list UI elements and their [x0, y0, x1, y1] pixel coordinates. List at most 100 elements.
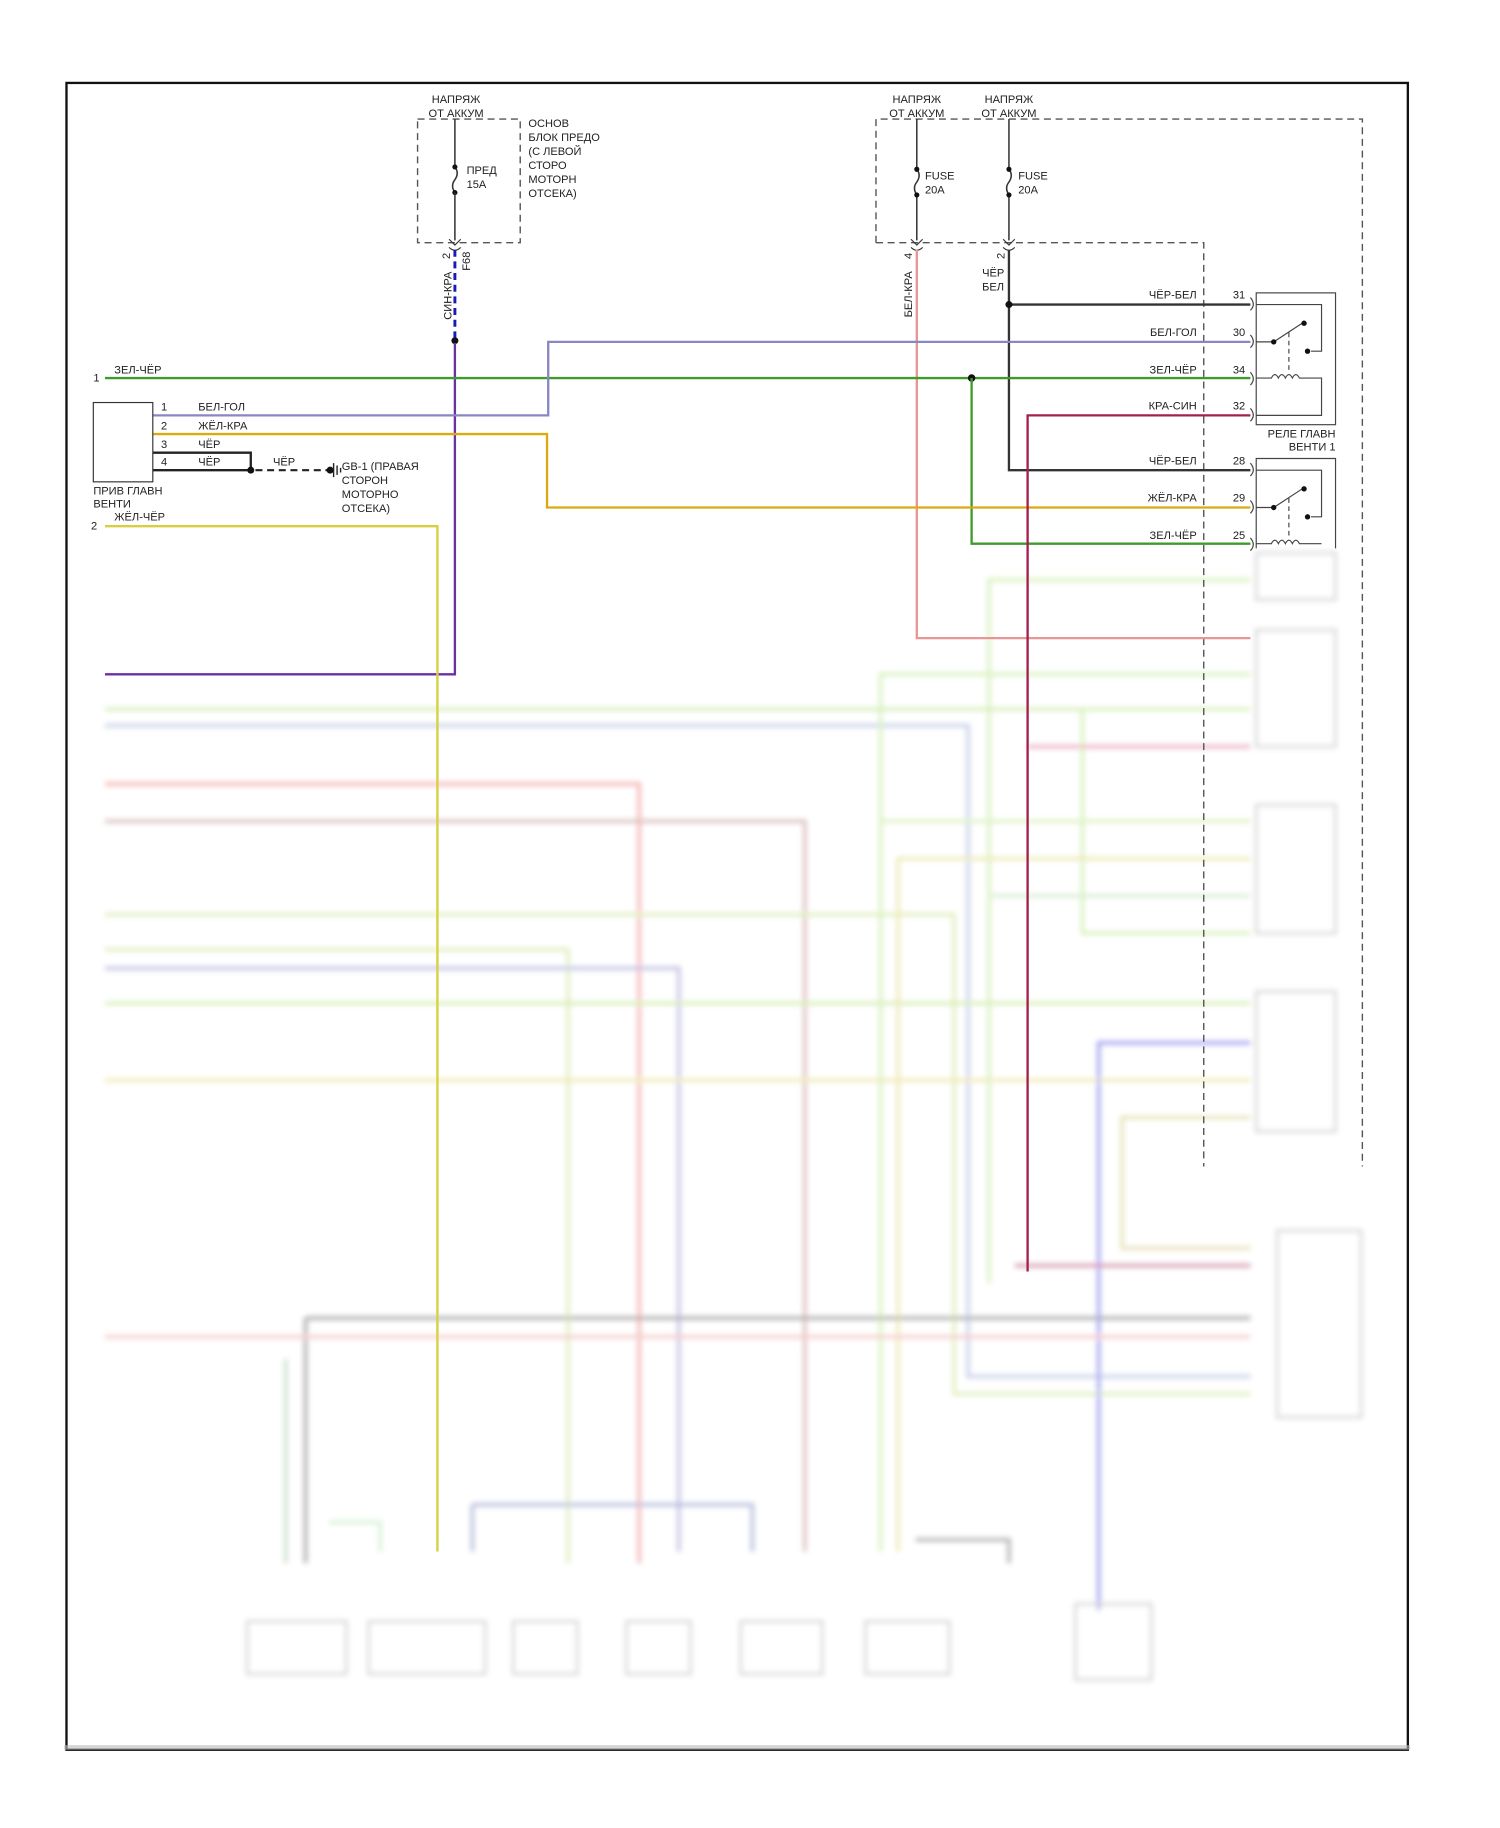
component-box	[864, 1620, 951, 1676]
diagram-label: 3	[161, 439, 167, 451]
diagram-label: ЧЁР	[198, 457, 220, 469]
diagram-label: ПРИВ ГЛАВН	[93, 486, 162, 498]
diagram-label: БЕЛ-ГОЛ	[1150, 327, 1197, 339]
diagram-label: 2	[91, 521, 97, 533]
diagram-label: БЕЛ	[982, 282, 1004, 294]
component-box	[367, 1620, 487, 1676]
diagram-label: 20A	[925, 185, 945, 197]
diagram-label: БЕЛ-ГОЛ	[198, 402, 245, 414]
diagram-label: ВЕНТИ 1	[1289, 441, 1336, 453]
diagram-label: КРА-СИН	[1149, 401, 1197, 413]
fuse-icon	[451, 166, 458, 193]
diagram-label: 28	[1233, 455, 1245, 467]
wire	[1097, 1041, 1251, 1610]
wire	[896, 856, 1251, 1552]
diagram-label: 30	[1233, 327, 1245, 339]
diagram-label: ЧЁР-БЕЛ	[1149, 290, 1197, 302]
connector-icon	[448, 238, 462, 251]
diagram-label: ЗЕЛ-ЧЁР	[1150, 364, 1197, 376]
ground-icon	[332, 463, 342, 478]
diagram-label: ОСНОВ	[528, 118, 569, 130]
wire	[987, 578, 1251, 1284]
diagram-label: 20A	[1018, 185, 1038, 197]
diagram-label: ОТ АККУМ	[981, 108, 1036, 120]
diagram-label: 2	[441, 253, 453, 259]
component-box	[512, 1620, 579, 1676]
diagram-label: МОТОРН	[528, 174, 576, 186]
diagram-label: 4	[161, 457, 167, 469]
component-box	[246, 1620, 348, 1676]
component-box	[1255, 803, 1337, 935]
main-fuse-box-left: НАПРЯЖ ОТ АККУМ ПРЕД 15A ОСНОВ БЛОК ПРЕД…	[416, 94, 600, 345]
diagram-label: ЗЕЛ-ЧЁР	[114, 364, 161, 376]
diagram-label: 15A	[467, 179, 487, 191]
wires	[104, 249, 1251, 1552]
diagram-label: НАПРЯЖ	[892, 94, 941, 106]
wire	[104, 723, 1251, 1379]
power-label: НАПРЯЖ	[432, 94, 481, 106]
wire	[328, 1520, 382, 1552]
diagram-label: ПРЕД	[467, 165, 498, 177]
diagram-label: СТОРОН	[342, 475, 388, 487]
diagram-label: МОТОРНО	[342, 489, 399, 501]
diagram-label: 34	[1233, 364, 1245, 376]
power-label: ОТ АККУМ	[428, 108, 483, 120]
main-fan-relay-2: 28 ЧЁР-БЕЛ 29 ЖЁЛ-КРА 25 ЗЕЛ-ЧЁР	[1148, 455, 1337, 552]
diagram-label: БЛОК ПРЕДО	[528, 132, 600, 144]
diagram-label: НАПРЯЖ	[985, 94, 1034, 106]
diagram-label: ЧЁР-БЕЛ	[1149, 455, 1197, 467]
diagram-label: 31	[1233, 290, 1245, 302]
diagram-label: ЧЁР	[982, 268, 1004, 280]
diagram-label: 2	[995, 253, 1007, 259]
diagram-label: ЖЁЛ-ЧЁР	[114, 511, 165, 523]
diagram-label: СТОРО	[528, 160, 567, 172]
diagram-label: 2	[161, 420, 167, 432]
diagram-label: ОТСЕКА)	[342, 503, 390, 515]
diagram-label: (С ЛЕВОЙ	[528, 145, 581, 158]
diagram-label: ЧЁР	[273, 457, 295, 469]
diagram-label: 32	[1233, 401, 1245, 413]
component-box	[1074, 1602, 1153, 1681]
component-box	[739, 1620, 824, 1676]
diagram-label: ЧЁР	[198, 439, 220, 451]
fuse-icon	[1005, 168, 1013, 196]
component-box	[1276, 1229, 1363, 1419]
diagram-label: FUSE	[1018, 171, 1048, 183]
diagram-label: ЖЁЛ-КРА	[1148, 493, 1198, 505]
diagram-label: F68	[461, 252, 473, 271]
diagram-label: GB-1 (ПРАВАЯ	[342, 461, 419, 473]
diagram-label: ОТ АККУМ	[889, 108, 944, 120]
wire	[104, 819, 807, 1552]
fuse-box-right: НАПРЯЖ ОТ АККУМ НАПРЯЖ ОТ АККУМ FUSE 20A…	[875, 94, 1364, 1167]
wire	[878, 672, 1251, 1552]
diagram-label: 4	[903, 253, 915, 259]
wire	[104, 966, 681, 1552]
wire	[915, 1538, 1011, 1564]
wire	[470, 1503, 755, 1552]
diagram-label: 1	[93, 373, 99, 385]
blur-frame-bottom	[64, 1745, 1411, 1750]
diagram-label: ЗЕЛ-ЧЁР	[1150, 530, 1197, 542]
component-box	[625, 1620, 692, 1676]
wire	[104, 912, 1251, 1396]
diagram-label: 25	[1233, 530, 1245, 542]
component-box	[1255, 990, 1337, 1133]
blurred-lower-section	[104, 551, 1363, 1681]
diagram-label: FUSE	[925, 171, 955, 183]
diagram-label: БЕЛ-КРА	[903, 271, 915, 318]
diagram-label: 29	[1233, 493, 1245, 505]
diagram-label: СИН-КРА	[442, 271, 454, 320]
diagram-label: ЖЁЛ-КРА	[198, 420, 248, 432]
component-box	[1255, 551, 1337, 601]
diagram-label: РЕЛЕ ГЛАВН	[1268, 429, 1336, 441]
diagram-label: 1	[161, 402, 167, 414]
wire	[104, 947, 570, 1564]
wire	[104, 782, 641, 1564]
main-fan-relay-1: РЕЛЕ ГЛАВН ВЕНТИ 1 31 ЧЁР-БЕЛ 30 БЕЛ-ГОЛ 3…	[1149, 290, 1337, 453]
component-box	[1255, 628, 1337, 748]
wire	[1120, 1115, 1251, 1250]
diagram-label: ОТСЕКА)	[528, 188, 576, 200]
fuse-icon	[913, 168, 920, 196]
diagram-label: ВЕНТИ	[93, 499, 131, 511]
